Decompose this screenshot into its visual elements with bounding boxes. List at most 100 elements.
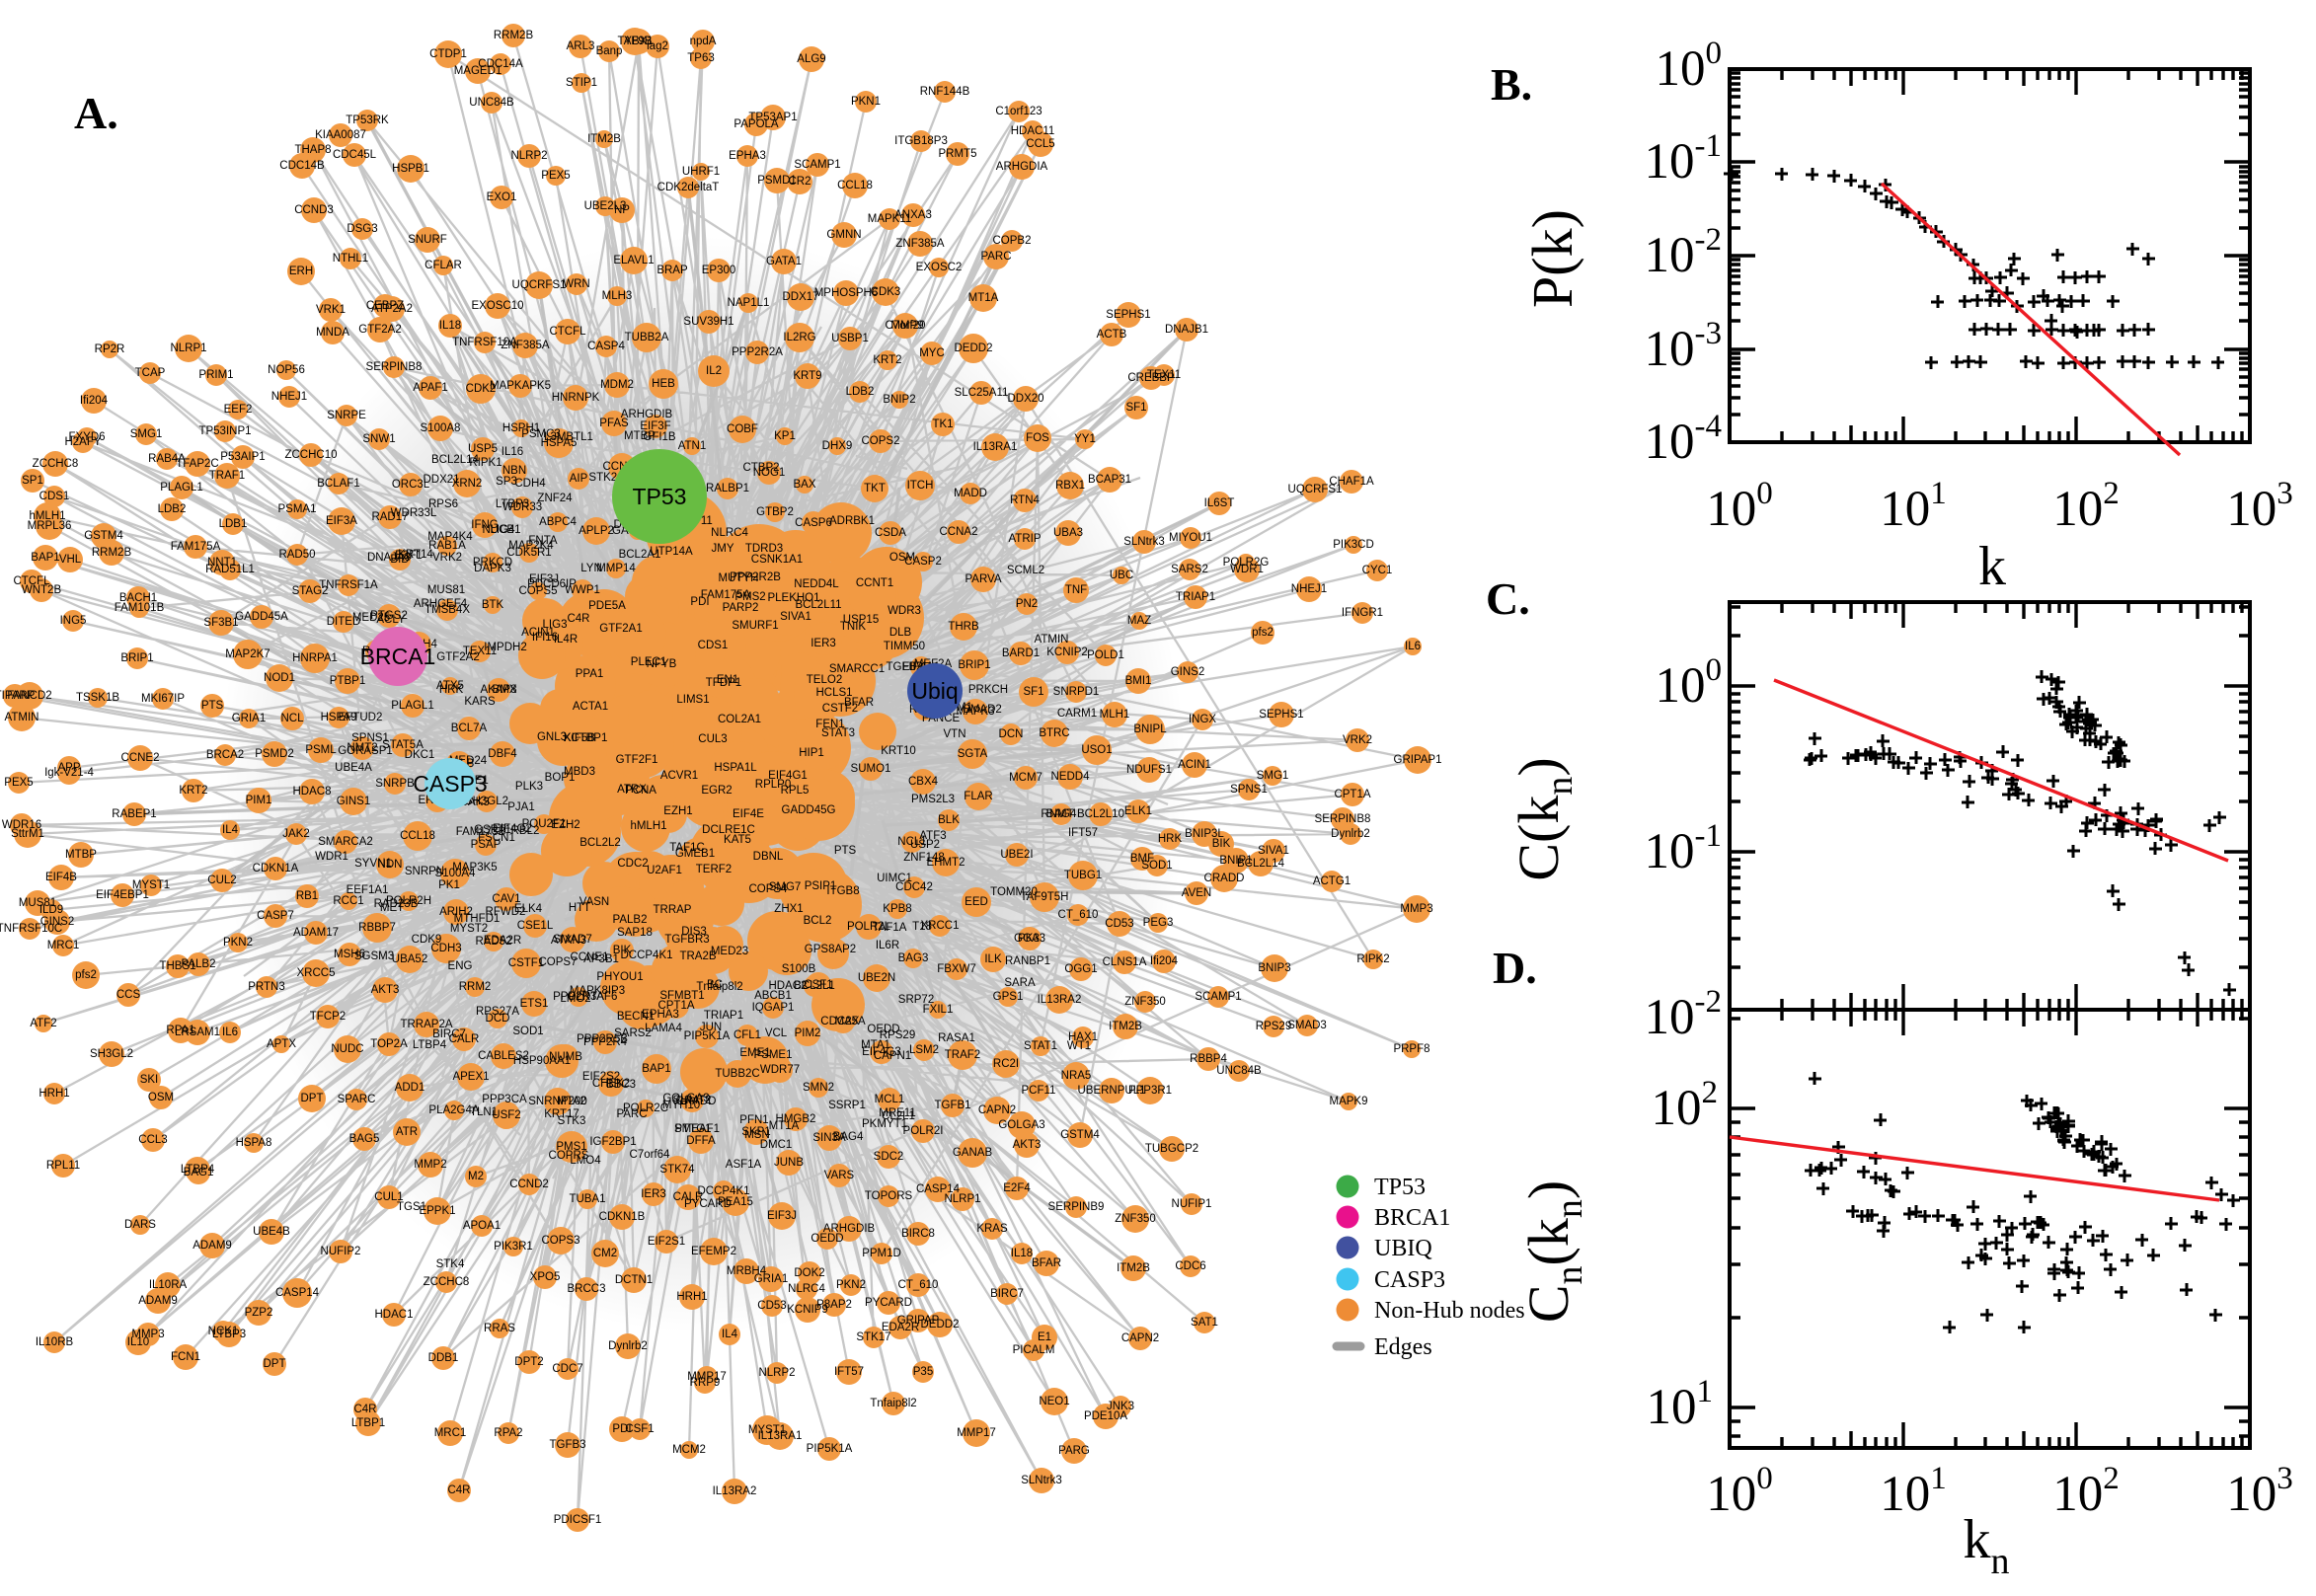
svg-text:CDK2: CDK2 bbox=[466, 383, 497, 395]
svg-text:COPS7: COPS7 bbox=[539, 956, 578, 968]
svg-text:STK17: STK17 bbox=[856, 1331, 890, 1343]
svg-text:GRIA1: GRIA1 bbox=[232, 713, 267, 724]
svg-text:COPS2: COPS2 bbox=[862, 435, 900, 447]
svg-text:TNFRSF10C: TNFRSF10C bbox=[0, 923, 62, 935]
svg-text:MMP9: MMP9 bbox=[890, 320, 923, 332]
svg-text:DBNL: DBNL bbox=[753, 851, 784, 863]
svg-text:Ifi204: Ifi204 bbox=[1150, 955, 1179, 967]
svg-text:EIF4G1: EIF4G1 bbox=[768, 770, 808, 782]
svg-text:PPP3CA: PPP3CA bbox=[482, 1094, 527, 1105]
svg-text:EPHA3: EPHA3 bbox=[729, 150, 766, 162]
svg-text:RNF144B: RNF144B bbox=[920, 86, 970, 98]
svg-text:RBL2: RBL2 bbox=[511, 825, 540, 837]
svg-text:PHYOU1: PHYOU1 bbox=[596, 971, 643, 983]
svg-text:CSDA: CSDA bbox=[875, 527, 906, 539]
svg-text:XCTBP1: XCTBP1 bbox=[564, 732, 608, 744]
svg-text:SMN2: SMN2 bbox=[803, 1082, 834, 1094]
svg-text:POU2F1: POU2F1 bbox=[522, 818, 567, 830]
svg-text:ASF1A: ASF1A bbox=[726, 1159, 762, 1171]
svg-text:PRKCH: PRKCH bbox=[968, 684, 1008, 696]
svg-text:CUL3: CUL3 bbox=[698, 733, 727, 745]
svg-text:XRCC1: XRCC1 bbox=[921, 920, 960, 932]
svg-text:FBXW7: FBXW7 bbox=[937, 963, 976, 975]
svg-text:SERPINB8: SERPINB8 bbox=[1315, 813, 1371, 825]
svg-text:RAD52: RAD52 bbox=[475, 936, 511, 948]
svg-text:ZCCHC10: ZCCHC10 bbox=[284, 449, 337, 461]
svg-text:TSSK1B: TSSK1B bbox=[76, 692, 119, 704]
svg-text:L3MBTL1: L3MBTL1 bbox=[544, 431, 593, 443]
svg-text:ARHGDIB: ARHGDIB bbox=[823, 1223, 876, 1235]
svg-text:BACH1: BACH1 bbox=[119, 592, 157, 604]
svg-text:CHEK2: CHEK2 bbox=[592, 1078, 630, 1090]
svg-text:PMS2L3: PMS2L3 bbox=[911, 794, 955, 805]
svg-text:BOP1: BOP1 bbox=[545, 772, 576, 784]
svg-text:MMP3: MMP3 bbox=[1400, 903, 1432, 915]
svg-text:CALR: CALR bbox=[673, 1191, 704, 1203]
svg-text:ARHGEF4: ARHGEF4 bbox=[414, 598, 468, 610]
svg-text:STAT3: STAT3 bbox=[821, 727, 855, 739]
svg-text:STK3: STK3 bbox=[558, 1115, 586, 1127]
svg-text:GTF2A1: GTF2A1 bbox=[599, 623, 642, 635]
svg-text:BNIP3L: BNIP3L bbox=[1185, 828, 1224, 840]
svg-text:PTBP1: PTBP1 bbox=[330, 675, 365, 687]
svg-text:JUN: JUN bbox=[700, 1022, 722, 1033]
svg-text:lag2: lag2 bbox=[647, 40, 668, 52]
svg-text:ERH: ERH bbox=[289, 266, 313, 277]
svg-text:DNAJB1: DNAJB1 bbox=[1165, 324, 1208, 336]
svg-text:TP63: TP63 bbox=[687, 52, 715, 64]
svg-text:FXIL1: FXIL1 bbox=[923, 1004, 954, 1016]
svg-text:PEX5: PEX5 bbox=[541, 170, 570, 182]
svg-text:PK3: PK3 bbox=[1018, 933, 1040, 945]
svg-text:MYH10: MYH10 bbox=[662, 1100, 700, 1111]
svg-text:TP53: TP53 bbox=[1374, 1175, 1426, 1200]
svg-text:ITGB8: ITGB8 bbox=[826, 885, 859, 897]
svg-text:MAPKAPK5: MAPKAPK5 bbox=[490, 380, 551, 392]
svg-text:GMNN: GMNN bbox=[826, 229, 861, 241]
svg-text:IL6: IL6 bbox=[222, 1026, 238, 1038]
svg-text:SMAD2: SMAD2 bbox=[963, 704, 1002, 716]
svg-text:TP53RK: TP53RK bbox=[346, 114, 389, 126]
svg-text:ZNF350: ZNF350 bbox=[1124, 996, 1166, 1008]
svg-text:CALR: CALR bbox=[449, 1033, 480, 1045]
svg-text:USBP1: USBP1 bbox=[831, 333, 869, 344]
svg-text:PMS1: PMS1 bbox=[556, 1141, 586, 1153]
svg-text:COPS5: COPS5 bbox=[519, 585, 558, 597]
svg-text:LIG3: LIG3 bbox=[543, 619, 568, 631]
svg-text:GSTM4: GSTM4 bbox=[1060, 1129, 1100, 1141]
svg-text:RPL11: RPL11 bbox=[46, 1160, 80, 1172]
svg-text:RAD51L1: RAD51L1 bbox=[205, 564, 255, 575]
svg-text:DPT: DPT bbox=[301, 1093, 324, 1104]
svg-text:ATP2A2: ATP2A2 bbox=[371, 303, 413, 315]
svg-text:BCAP31: BCAP31 bbox=[1088, 474, 1131, 486]
svg-text:CCNA2: CCNA2 bbox=[940, 526, 978, 538]
svg-text:GINS2: GINS2 bbox=[40, 916, 75, 928]
svg-text:CTBP2: CTBP2 bbox=[742, 462, 779, 474]
svg-text:BAG4: BAG4 bbox=[833, 1131, 864, 1143]
svg-text:NUMB: NUMB bbox=[549, 1051, 582, 1063]
svg-text:HRK: HRK bbox=[439, 684, 464, 696]
svg-text:COPS4: COPS4 bbox=[749, 883, 789, 895]
svg-text:CDH3: CDH3 bbox=[430, 943, 461, 954]
svg-text:STK4: STK4 bbox=[436, 1258, 465, 1270]
svg-text:SSRP1: SSRP1 bbox=[828, 1100, 866, 1111]
svg-text:ARHGDIB: ARHGDIB bbox=[621, 409, 673, 420]
svg-text:TDRD3: TDRD3 bbox=[745, 543, 783, 555]
svg-text:CDK5R1: CDK5R1 bbox=[506, 547, 551, 559]
svg-text:IL13RA2: IL13RA2 bbox=[713, 1485, 757, 1497]
svg-text:SMURF1: SMURF1 bbox=[732, 620, 778, 632]
svg-text:MMP17: MMP17 bbox=[957, 1427, 996, 1439]
svg-text:SEPHS1: SEPHS1 bbox=[1106, 309, 1150, 321]
svg-text:PRIM1: PRIM1 bbox=[198, 369, 233, 381]
svg-text:MT1A: MT1A bbox=[968, 292, 999, 304]
svg-text:WDR3: WDR3 bbox=[888, 605, 921, 617]
svg-text:103: 103 bbox=[2226, 476, 2293, 537]
svg-text:MNDA: MNDA bbox=[316, 327, 349, 339]
svg-text:CASP14: CASP14 bbox=[275, 1287, 320, 1299]
svg-text:EED: EED bbox=[965, 896, 988, 908]
svg-text:SYVN1: SYVN1 bbox=[354, 858, 392, 870]
svg-text:FOS: FOS bbox=[1026, 432, 1049, 444]
svg-text:EIF4G3: EIF4G3 bbox=[862, 1046, 901, 1058]
svg-text:ITM2B: ITM2B bbox=[587, 133, 621, 145]
svg-text:WDR33: WDR33 bbox=[502, 501, 542, 513]
svg-text:IER3: IER3 bbox=[811, 638, 836, 649]
